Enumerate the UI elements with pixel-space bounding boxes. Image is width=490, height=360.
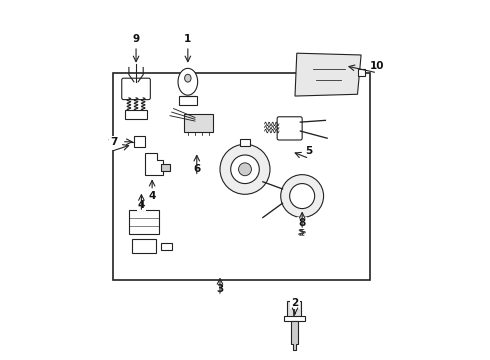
Bar xyxy=(132,239,156,253)
Bar xyxy=(240,139,250,146)
Text: 8: 8 xyxy=(298,218,306,228)
Ellipse shape xyxy=(178,68,197,95)
FancyBboxPatch shape xyxy=(277,117,302,140)
Circle shape xyxy=(290,184,315,208)
Circle shape xyxy=(220,144,270,194)
Bar xyxy=(125,111,147,119)
Bar xyxy=(184,114,213,132)
Bar xyxy=(179,96,197,105)
Text: 1: 1 xyxy=(184,34,192,44)
Bar xyxy=(113,73,370,280)
Text: 9: 9 xyxy=(132,34,140,44)
Polygon shape xyxy=(295,53,361,96)
Bar xyxy=(284,316,305,321)
Text: 6: 6 xyxy=(193,164,200,174)
Bar xyxy=(287,301,301,318)
Text: 4: 4 xyxy=(138,200,145,210)
Text: 4: 4 xyxy=(148,191,156,201)
Bar xyxy=(358,69,365,76)
Text: 5: 5 xyxy=(306,147,313,157)
Circle shape xyxy=(239,163,251,176)
Text: 7: 7 xyxy=(110,137,118,147)
Polygon shape xyxy=(291,321,298,350)
Bar xyxy=(161,243,172,249)
Text: 3: 3 xyxy=(217,284,223,294)
Circle shape xyxy=(231,155,259,184)
Bar xyxy=(161,164,170,171)
Text: 10: 10 xyxy=(370,61,385,71)
Circle shape xyxy=(281,175,323,217)
Text: 7: 7 xyxy=(107,139,115,149)
Bar xyxy=(134,136,145,147)
Text: 2: 2 xyxy=(292,298,298,308)
FancyBboxPatch shape xyxy=(122,78,150,100)
Bar xyxy=(129,210,159,234)
Polygon shape xyxy=(145,153,163,175)
Ellipse shape xyxy=(185,74,191,82)
